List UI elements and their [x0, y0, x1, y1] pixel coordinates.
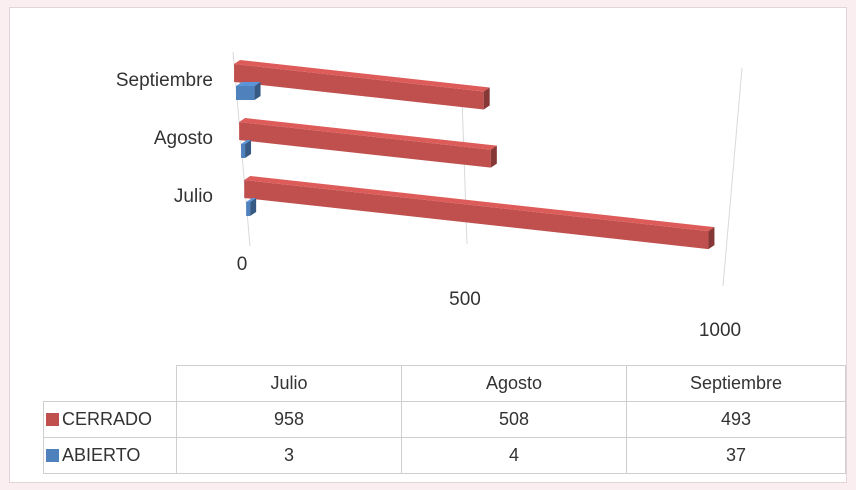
table-cell: 37	[626, 437, 846, 474]
bar-abierto-agosto	[241, 144, 246, 158]
x-tick-label-0: 0	[237, 254, 248, 275]
legend-key-cerrado: CERRADO	[43, 401, 177, 438]
category-label-julio: Julio	[174, 186, 213, 207]
bar-chart: Septiembre Agosto Julio 0 500 1000	[116, 51, 743, 341]
data-table: Julio Agosto Septiembre CERRADO 958 508 …	[43, 365, 846, 474]
bar-abierto-septiembre	[235, 86, 255, 100]
bar-top-abierto-julio	[246, 198, 257, 202]
gridline-1000	[722, 67, 743, 287]
category-label-agosto: Agosto	[154, 128, 213, 149]
bar-end-cerrado-agosto	[490, 145, 497, 168]
bar-cerrado-julio	[244, 180, 709, 250]
bar-top-abierto-septiembre	[235, 82, 261, 86]
bar-end-cerrado-septiembre	[483, 87, 490, 110]
table-row-cerrado: CERRADO 958 508 493	[43, 401, 846, 438]
bar-abierto-julio	[246, 202, 251, 216]
table-header-julio: Julio	[176, 365, 402, 402]
table-header-septiembre: Septiembre	[626, 365, 846, 402]
table-cell: 4	[401, 437, 627, 474]
bar-top-cerrado-septiembre	[234, 60, 490, 92]
bar-end-abierto-septiembre	[254, 82, 261, 100]
abierto-swatch-icon	[46, 449, 59, 462]
table-header-row: Julio Agosto Septiembre	[43, 365, 846, 402]
bar-top-cerrado-julio	[244, 176, 715, 232]
bar-end-cerrado-julio	[708, 227, 715, 250]
series-name-abierto: ABIERTO	[62, 445, 141, 465]
bar-cerrado-agosto	[239, 122, 491, 168]
bar-top-cerrado-agosto	[239, 118, 497, 150]
cerrado-swatch-icon	[46, 413, 59, 426]
series-name-cerrado: CERRADO	[62, 409, 153, 429]
table-cell: 508	[401, 401, 627, 438]
table-cell: 493	[626, 401, 846, 438]
category-label-septiembre: Septiembre	[116, 70, 213, 91]
bar-end-abierto-julio	[250, 198, 257, 216]
table-header-agosto: Agosto	[401, 365, 627, 402]
table-cell: 958	[176, 401, 402, 438]
x-tick-label-500: 500	[449, 289, 481, 310]
table-corner	[43, 365, 177, 402]
x-tick-label-1000: 1000	[699, 320, 741, 341]
chart-area: Septiembre Agosto Julio 0 500 1000 Julio Agos…	[9, 7, 847, 483]
bar-end-abierto-agosto	[245, 140, 252, 158]
bar-cerrado-septiembre	[234, 64, 484, 110]
table-cell: 3	[176, 437, 402, 474]
table-row-abierto: ABIERTO 3 4 37	[43, 437, 846, 474]
legend-key-abierto: ABIERTO	[43, 437, 177, 474]
bar-top-abierto-agosto	[241, 140, 252, 144]
